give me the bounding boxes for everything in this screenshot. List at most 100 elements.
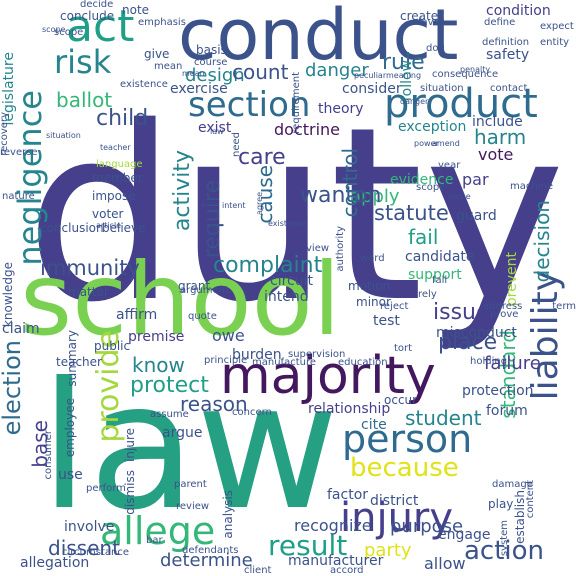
cloud-word: injure [123, 428, 137, 462]
cloud-word: mean [182, 69, 205, 78]
cloud-word: term [552, 301, 576, 312]
cloud-word: support [408, 267, 462, 283]
cloud-word: principle [204, 355, 248, 366]
cloud-word: nature [2, 191, 35, 202]
cloud-word: prove [490, 309, 519, 320]
cloud-word: argument [180, 285, 229, 296]
cloud-word: consumer [43, 430, 54, 480]
cloud-word: dissent [48, 536, 120, 560]
cloud-word: meaning [386, 71, 422, 80]
cloud-word: action [464, 536, 545, 566]
cloud-word: circumstance [62, 547, 129, 558]
cloud-word: teacher [56, 355, 102, 369]
cloud-word: tort [394, 343, 413, 354]
cloud-word: reject [380, 301, 409, 312]
cloud-word: vote [478, 145, 514, 164]
cloud-word: entity [540, 37, 570, 48]
cloud-word: decide [80, 0, 114, 10]
cloud-word: place [438, 330, 498, 355]
cloud-word: election [0, 340, 26, 436]
cloud-word: amend [432, 139, 460, 148]
cloud-word: give [144, 47, 170, 61]
cloud-word: person [342, 417, 473, 461]
cloud-word: intend [264, 289, 309, 305]
cloud-word: relationship [308, 401, 391, 417]
cloud-word: danger [305, 60, 369, 81]
cloud-word: mean [154, 61, 183, 72]
cloud-word: theory [318, 101, 364, 117]
cloud-word: issue [433, 300, 490, 325]
cloud-word: client [244, 565, 272, 576]
cloud-word: matter [68, 285, 109, 299]
cloud-word: scope [54, 27, 84, 38]
cloud-word: manufacturer [288, 553, 384, 569]
cloud-word: allow [424, 554, 466, 573]
cloud-word: existence [268, 219, 307, 228]
cloud-word: wanton [300, 183, 382, 208]
cloud-word: article [96, 221, 122, 230]
cloud-word: exist [198, 120, 232, 136]
cloud-word: intent [222, 201, 246, 210]
cloud-word: damage [492, 479, 533, 490]
cloud-word: year [438, 160, 461, 171]
cloud-word: know [132, 353, 185, 377]
cloud-word: education [338, 357, 388, 368]
cloud-word: note [122, 3, 150, 17]
cloud-word: protect [130, 373, 209, 398]
cloud-word: impose [92, 189, 136, 203]
cloud-word: prevent [504, 252, 520, 307]
cloud-word: doctrine [274, 120, 341, 139]
cloud-word: authority [335, 226, 346, 272]
cloud-word: determine [160, 550, 253, 571]
cloud-word: exception [398, 119, 467, 135]
cloud-word: contact [490, 83, 528, 94]
cloud-word: fail [408, 225, 439, 249]
cloud-word: owe [212, 326, 245, 345]
cloud-word: immunity [40, 256, 140, 280]
cloud-word: include [472, 114, 523, 130]
cloud-word: misconduct [436, 325, 517, 341]
cloud-word: peculiar [354, 71, 387, 80]
cloud-word: accord [330, 565, 364, 576]
cloud-word: product [384, 81, 538, 127]
cloud-word: voter [92, 207, 124, 221]
cloud-word: purpose [390, 516, 464, 537]
cloud-word: machine [510, 181, 553, 192]
cloud-word: recovery [0, 112, 10, 156]
cloud-word: define [484, 17, 516, 28]
cloud-word: rely [418, 289, 437, 300]
cloud-word: school [20, 241, 341, 358]
cloud-word: involve [64, 519, 115, 535]
cloud-word: engage [438, 527, 491, 543]
cloud-word: reverse [0, 147, 38, 158]
cloud-word: section [188, 85, 311, 125]
cloud-word: system [499, 520, 510, 557]
cloud-word: employee [63, 398, 77, 458]
cloud-word: premise [128, 329, 185, 345]
cloud-word: minor [356, 295, 391, 309]
cloud-word: par [462, 170, 489, 189]
cloud-word: scope [416, 182, 446, 193]
cloud-word: manufacture [252, 357, 316, 368]
cloud-word: condition [486, 3, 551, 19]
cloud-word: ballot [56, 88, 113, 112]
cloud-word: duty [25, 75, 566, 355]
cloud-word: circuit [270, 273, 313, 289]
cloud-word: situation [420, 83, 464, 94]
cloud-word: scope [42, 25, 66, 34]
cloud-word: supervision [288, 349, 346, 360]
cloud-word: risk [54, 43, 112, 81]
cloud-word: agree [255, 192, 264, 215]
cloud-word: quote [188, 311, 217, 322]
cloud-word: expect [540, 21, 574, 32]
cloud-word: allegation [20, 555, 90, 571]
cloud-word: dog [426, 43, 445, 54]
cloud-word: member [92, 171, 143, 185]
cloud-word: negligence [11, 90, 49, 266]
cloud-word: favor [418, 17, 444, 28]
cloud-word: conclusion [40, 221, 104, 235]
cloud-word: course [194, 57, 228, 68]
cloud-word: content [525, 480, 536, 519]
cloud-word: evidence [390, 172, 454, 188]
